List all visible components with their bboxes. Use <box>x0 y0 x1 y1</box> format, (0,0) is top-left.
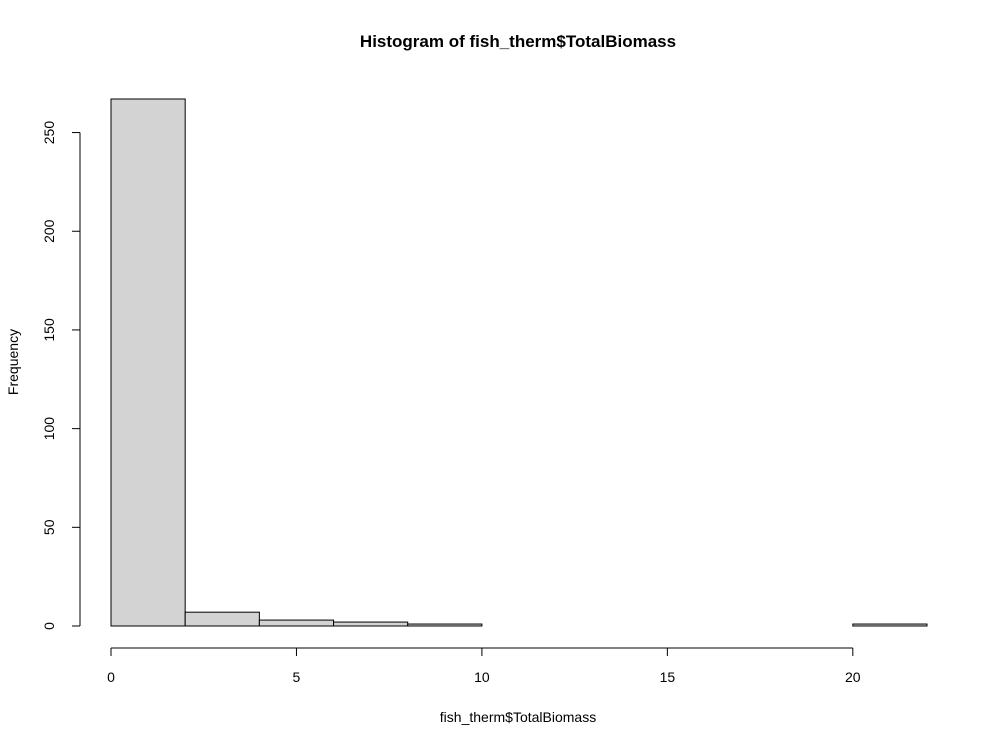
y-axis: 0 50 100 150 200 250 <box>41 121 81 630</box>
y-tick-label: 250 <box>41 121 57 145</box>
x-tick-label: 5 <box>293 669 301 685</box>
histogram-bar-1 <box>184 611 260 627</box>
y-tick-label: 200 <box>41 219 57 243</box>
histogram-bar-10 <box>852 623 928 627</box>
chart-title: Histogram of fish_therm$TotalBiomass <box>360 32 676 51</box>
histogram-bar-0 <box>110 98 186 627</box>
histogram-bar-4 <box>407 623 483 627</box>
x-axis-title: fish_therm$TotalBiomass <box>440 709 596 725</box>
x-axis: 0 5 10 15 20 <box>107 647 861 685</box>
x-tick-label: 15 <box>660 669 676 685</box>
bars-group <box>110 98 928 627</box>
x-tick-label: 0 <box>107 669 115 685</box>
y-axis-title: Frequency <box>5 329 21 395</box>
y-tick-label: 150 <box>41 318 57 342</box>
x-tick-label: 10 <box>474 669 490 685</box>
y-tick-label: 0 <box>41 622 57 630</box>
y-tick-label: 50 <box>41 519 57 535</box>
y-tick-label: 100 <box>41 417 57 441</box>
histogram-bar-3 <box>333 621 409 627</box>
x-tick-label: 20 <box>845 669 861 685</box>
histogram-bar-2 <box>258 619 335 627</box>
